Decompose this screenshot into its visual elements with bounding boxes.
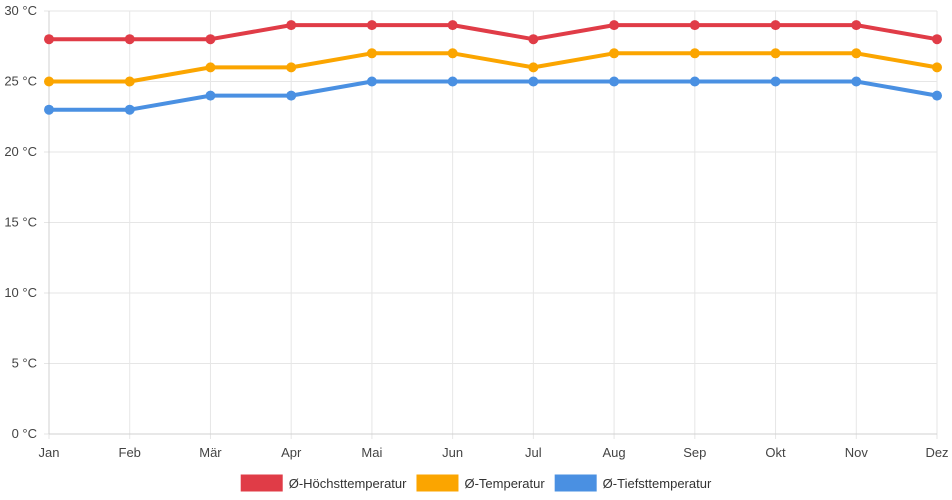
data-point xyxy=(851,76,862,87)
data-point xyxy=(932,62,942,73)
y-tick-label: 10 °C xyxy=(4,285,37,300)
data-point xyxy=(528,34,539,45)
x-tick-label: Okt xyxy=(765,445,786,460)
x-tick-label: Feb xyxy=(119,445,141,460)
data-point xyxy=(447,48,458,59)
data-point xyxy=(205,34,216,45)
data-point xyxy=(366,76,377,87)
x-tick-label: Aug xyxy=(603,445,626,460)
series-line xyxy=(47,51,939,84)
series-1 xyxy=(44,48,942,87)
data-point xyxy=(528,62,539,73)
x-tick-label: Mai xyxy=(361,445,382,460)
data-point xyxy=(44,104,54,115)
grid xyxy=(44,10,938,439)
data-point xyxy=(770,48,781,59)
data-point xyxy=(528,76,539,87)
data-point xyxy=(286,90,297,101)
data-point xyxy=(609,20,620,31)
series-line xyxy=(47,23,939,42)
data-point xyxy=(689,48,700,59)
data-point xyxy=(770,76,781,87)
data-point xyxy=(609,76,620,87)
data-point xyxy=(447,76,458,87)
data-point xyxy=(689,76,700,87)
y-tick-label: 0 °C xyxy=(12,426,37,441)
data-point xyxy=(851,20,862,31)
data-point xyxy=(205,62,216,73)
x-tick-label: Jan xyxy=(39,445,60,460)
data-point xyxy=(124,34,135,45)
data-point xyxy=(447,20,458,31)
x-tick-label: Jun xyxy=(442,445,463,460)
data-point xyxy=(44,34,54,45)
data-point xyxy=(205,90,216,101)
y-tick-label: 20 °C xyxy=(4,144,37,159)
data-point xyxy=(286,20,297,31)
data-point xyxy=(851,48,862,59)
legend-swatch xyxy=(240,474,283,492)
data-point xyxy=(932,34,942,45)
legend: Ø-Höchsttemperatur Ø-Temperatur Ø-Tiefstte… xyxy=(240,474,712,492)
data-point xyxy=(286,62,297,73)
legend-swatch xyxy=(416,474,459,492)
legend-label: Ø-Tiefsttemperatur xyxy=(603,476,712,491)
series-0 xyxy=(44,20,942,45)
y-tick-label: 15 °C xyxy=(4,215,37,230)
series-2 xyxy=(44,76,942,115)
x-tick-label: Nov xyxy=(845,445,869,460)
data-point xyxy=(366,20,377,31)
data-point xyxy=(124,76,135,87)
x-tick-label: Apr xyxy=(281,445,302,460)
data-point xyxy=(366,48,377,59)
y-tick-label: 25 °C xyxy=(4,74,37,89)
legend-item: Ø-Tiefsttemperatur xyxy=(554,474,712,492)
data-point xyxy=(609,48,620,59)
data-point xyxy=(770,20,781,31)
y-tick-label: 30 °C xyxy=(4,3,37,18)
legend-label: Ø-Temperatur xyxy=(464,476,545,491)
legend-item: Ø-Temperatur xyxy=(416,474,545,492)
x-tick-label: Mär xyxy=(199,445,222,460)
x-tick-label: Dez xyxy=(925,445,948,460)
x-tick-label: Sep xyxy=(683,445,706,460)
legend-swatch xyxy=(554,474,597,492)
x-tick-label: Jul xyxy=(525,445,542,460)
data-point xyxy=(44,76,54,87)
legend-item: Ø-Höchsttemperatur xyxy=(240,474,407,492)
data-point xyxy=(124,104,135,115)
legend-label: Ø-Höchsttemperatur xyxy=(289,476,407,491)
data-point xyxy=(932,90,942,101)
series-line xyxy=(47,79,939,112)
y-tick-label: 5 °C xyxy=(12,356,37,371)
data-point xyxy=(689,20,700,31)
